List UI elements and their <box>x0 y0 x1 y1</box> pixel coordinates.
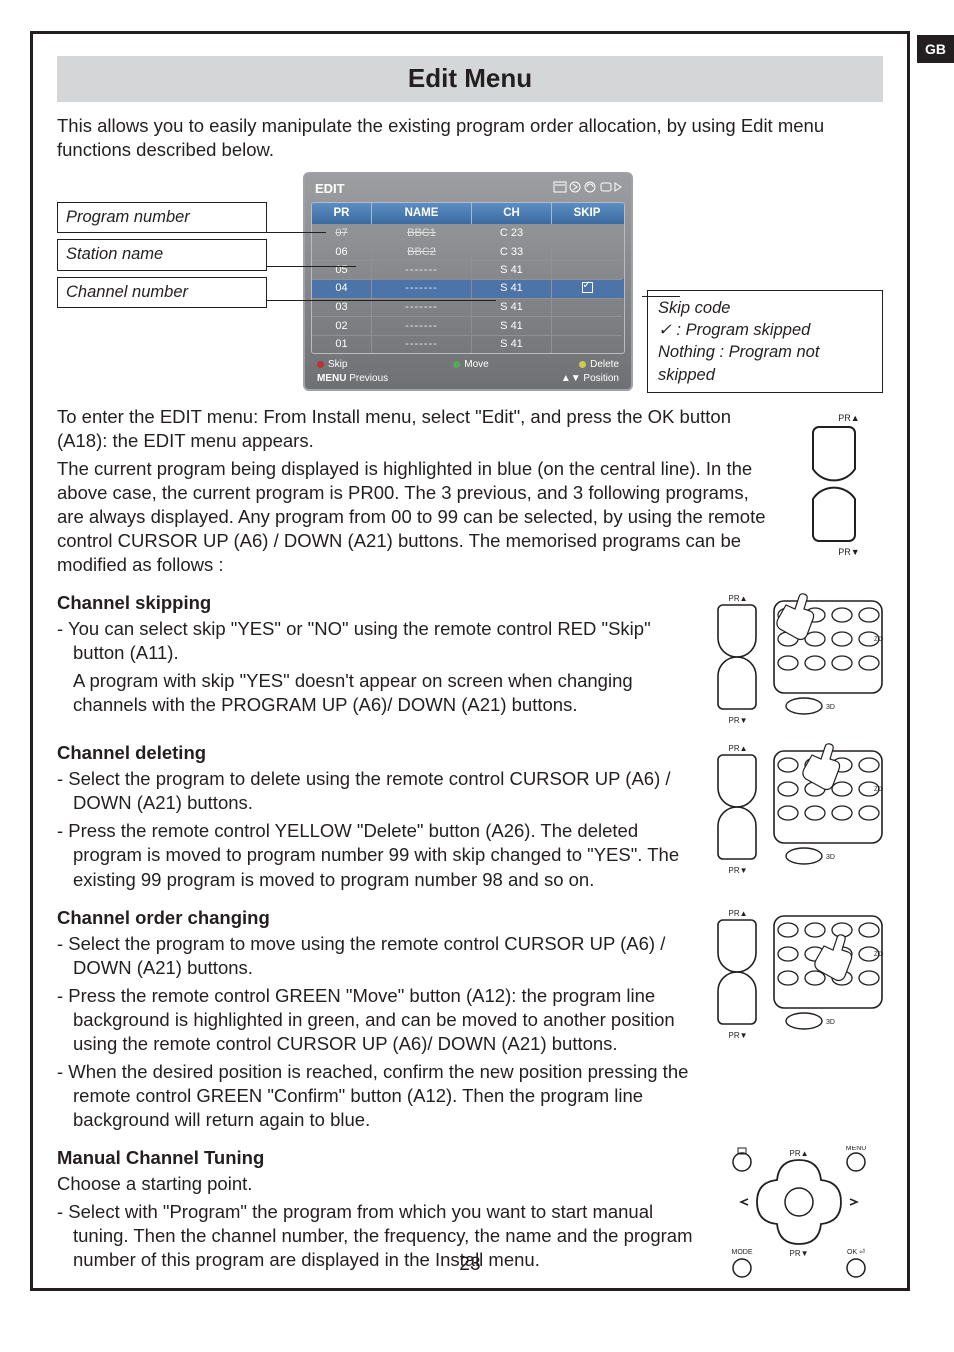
svg-text:3D: 3D <box>826 704 835 711</box>
svg-text:PR▼: PR▼ <box>728 1031 747 1040</box>
footer-arrows: ▲▼ <box>561 373 581 384</box>
svg-text:PR▲: PR▲ <box>728 744 747 753</box>
remote-ill-3: PR▲ PR▼ ZOOM 3D <box>708 737 883 881</box>
footer-menu-label: MENU <box>317 373 346 384</box>
svg-text:ZOOM: ZOOM <box>874 952 883 958</box>
dpad-vertical-icon: PR▲ PR▼ <box>799 409 869 559</box>
deleting-2: - Press the remote control YELLOW "Delet… <box>57 819 690 891</box>
callout-1: Station name <box>57 239 267 270</box>
manual-sub: Choose a starting point. <box>57 1172 697 1196</box>
footer-position-label: Position <box>583 373 619 384</box>
edit-row: 05-------S 41 <box>312 260 624 278</box>
diagram-row: Program number Station name Channel number… <box>57 172 883 393</box>
footer-move-label: Move <box>464 359 488 370</box>
svg-text:3D: 3D <box>826 1019 835 1026</box>
edit-screen: EDIT PRNAMECHSKIP 07BBC1C <box>303 172 633 391</box>
svg-text:PR▼: PR▼ <box>728 716 747 725</box>
edit-row: 04-------S 41 <box>312 279 624 298</box>
page-number: 23 <box>33 1253 907 1278</box>
p2: The current program being displayed is h… <box>57 457 767 577</box>
connector-line <box>642 296 680 297</box>
left-callouts: Program number Station name Channel number <box>57 172 297 314</box>
right-callouts: Skip code ✓ : Program skipped Nothing : … <box>639 172 883 393</box>
footer-skip: Skip MENU Previous <box>311 358 414 385</box>
remote-cluster-icon: PR▲ PR▼ ZOOM 3D <box>708 741 883 881</box>
edit-row: 02-------S 41 <box>312 316 624 334</box>
col-ch: CH <box>472 203 552 224</box>
footer-delete-label: Delete <box>590 359 619 370</box>
intro-text: This allows you to easily manipulate the… <box>57 114 883 162</box>
edit-header-icons <box>551 180 623 199</box>
callout-0: Program number <box>57 202 267 233</box>
legend-box: Skip code ✓ : Program skipped Nothing : … <box>647 290 883 393</box>
col-name: NAME <box>372 203 472 224</box>
connector-line <box>266 232 326 233</box>
legend-line-2: ✓ : Program skipped <box>658 319 872 341</box>
remote-cluster-icon: PR▲ PR▼ ZOOM 3D <box>708 591 883 731</box>
red-dot-icon <box>317 361 324 368</box>
remote-ill-2: PR▲ PR▼ ZOOM 3D <box>708 587 883 731</box>
yellow-dot-icon <box>579 361 586 368</box>
footer-move: Move <box>416 358 519 385</box>
skipping-2: A program with skip "YES" doesn't appear… <box>57 669 690 717</box>
footer-skip-label: Skip <box>328 359 347 370</box>
order-2: - Press the remote control GREEN "Move" … <box>57 984 690 1056</box>
remote-ill-4: PR▲ PR▼ ZOOM 3D <box>708 902 883 1046</box>
edit-row: 01-------S 41 <box>312 335 624 353</box>
p1: To enter the EDIT menu: From Install men… <box>57 405 767 453</box>
svg-text:PR▼: PR▼ <box>838 547 859 557</box>
svg-text:ZOOM: ZOOM <box>874 637 883 643</box>
connector-line <box>266 300 496 301</box>
edit-table: PRNAMECHSKIP 07BBC1C 2306BBC2C 3305-----… <box>311 202 625 354</box>
svg-text:PR▲: PR▲ <box>728 594 747 603</box>
order-3: - When the desired position is reached, … <box>57 1060 690 1132</box>
edit-row: 07BBC1C 23 <box>312 224 624 242</box>
edit-footer: Skip MENU Previous Move Delete ▲▼ Positi… <box>311 354 625 385</box>
svg-text:PR▼: PR▼ <box>728 866 747 875</box>
svg-text:PR▲: PR▲ <box>838 413 859 423</box>
col-pr: PR <box>312 203 372 224</box>
deleting-head: Channel deleting <box>57 741 690 765</box>
order-1: - Select the program to move using the r… <box>57 932 690 980</box>
col-skip: SKIP <box>552 203 622 224</box>
svg-text:PR▲: PR▲ <box>728 909 747 918</box>
region-tab: GB <box>917 35 954 63</box>
p1-row: To enter the EDIT menu: From Install men… <box>57 405 883 581</box>
svg-text:PR▲: PR▲ <box>789 1149 808 1158</box>
order-head: Channel order changing <box>57 906 690 930</box>
skipping-1: - You can select skip "YES" or "NO" usin… <box>57 617 690 665</box>
page-frame: Edit Menu This allows you to easily mani… <box>30 31 910 1291</box>
green-dot-icon <box>453 361 460 368</box>
deleting-row: Channel deleting - Select the program to… <box>57 737 883 895</box>
deleting-1: - Select the program to delete using the… <box>57 767 690 815</box>
skipping-head: Channel skipping <box>57 591 690 615</box>
edit-body: 07BBC1C 2306BBC2C 3305-------S 4104-----… <box>312 224 624 353</box>
page-title: Edit Menu <box>57 56 883 102</box>
manual-head: Manual Channel Tuning <box>57 1146 697 1170</box>
edit-thead: PRNAMECHSKIP <box>312 203 624 224</box>
edit-header: EDIT <box>311 180 625 202</box>
order-row: Channel order changing - Select the prog… <box>57 902 883 1136</box>
connector-line <box>266 266 356 267</box>
footer-delete: Delete ▲▼ Position <box>522 358 625 385</box>
callout-2: Channel number <box>57 277 267 308</box>
legend-line-1: Skip code <box>658 297 872 319</box>
svg-text:MENU: MENU <box>846 1146 867 1152</box>
skipping-row: Channel skipping - You can select skip "… <box>57 587 883 731</box>
footer-previous-label: Previous <box>349 373 388 384</box>
edit-row: 06BBC2C 33 <box>312 242 624 260</box>
edit-header-label: EDIT <box>315 181 345 198</box>
svg-text:ZOOM: ZOOM <box>874 787 883 793</box>
remote-ill-1: PR▲ PR▼ <box>785 405 883 559</box>
legend-line-3: Nothing : Program not skipped <box>658 341 872 386</box>
remote-cluster-icon: PR▲ PR▼ ZOOM 3D <box>708 906 883 1046</box>
svg-text:3D: 3D <box>826 854 835 861</box>
